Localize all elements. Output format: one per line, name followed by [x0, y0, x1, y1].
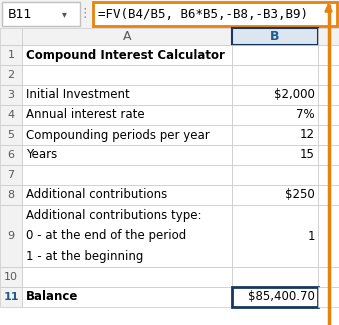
Text: Initial Investment: Initial Investment	[26, 88, 130, 101]
Text: =FV(B4/B5, B6*B5,-B8,-B3,B9): =FV(B4/B5, B6*B5,-B8,-B3,B9)	[98, 7, 308, 20]
Bar	[22, 185, 232, 205]
Bar	[22, 28, 232, 45]
Bar	[232, 28, 318, 45]
Bar	[0, 105, 22, 125]
Text: 9: 9	[7, 231, 15, 241]
Bar	[22, 287, 232, 307]
Bar	[0, 205, 22, 267]
Text: 1: 1	[7, 50, 15, 60]
Bar	[0, 45, 22, 65]
Bar	[22, 125, 232, 145]
Bar	[318, 145, 339, 165]
Bar	[22, 45, 232, 65]
Bar	[22, 105, 232, 125]
Bar	[232, 145, 318, 165]
Text: 11: 11	[3, 292, 19, 302]
Bar	[232, 185, 318, 205]
Bar	[318, 125, 339, 145]
Text: $250: $250	[285, 188, 315, 202]
Bar	[318, 105, 339, 125]
Bar	[232, 85, 318, 105]
Bar	[93, 2, 337, 26]
Text: B: B	[270, 30, 280, 43]
Bar	[0, 28, 22, 45]
Text: Annual interest rate: Annual interest rate	[26, 109, 145, 122]
Text: 3: 3	[7, 90, 15, 100]
Text: 10: 10	[4, 272, 18, 282]
Bar	[22, 65, 232, 85]
Text: 2: 2	[7, 70, 15, 80]
Bar	[232, 125, 318, 145]
Text: Additional contributions type:: Additional contributions type:	[26, 209, 201, 222]
Bar	[0, 185, 22, 205]
Bar	[0, 145, 22, 165]
Bar	[318, 287, 339, 307]
Text: ⋮: ⋮	[79, 7, 91, 20]
Bar	[22, 85, 232, 105]
Bar	[22, 165, 232, 185]
Bar	[232, 165, 318, 185]
Text: 1 - at the beginning: 1 - at the beginning	[26, 250, 143, 263]
Bar	[0, 0, 339, 28]
Bar	[0, 65, 22, 85]
Bar	[318, 165, 339, 185]
Bar	[0, 267, 22, 287]
Text: 7%: 7%	[296, 109, 315, 122]
Text: $85,400.70: $85,400.70	[248, 291, 315, 304]
Text: 7: 7	[7, 170, 15, 180]
Text: Additional contributions: Additional contributions	[26, 188, 167, 202]
Text: 6: 6	[7, 150, 15, 160]
Bar	[232, 267, 318, 287]
Text: Compound Interest Calculator: Compound Interest Calculator	[26, 48, 225, 61]
Text: $2,000: $2,000	[274, 88, 315, 101]
Bar	[232, 205, 318, 267]
Bar	[22, 267, 232, 287]
Text: Years: Years	[26, 149, 57, 162]
Text: 4: 4	[7, 110, 15, 120]
Text: 8: 8	[7, 190, 15, 200]
Bar	[232, 65, 318, 85]
Bar	[318, 205, 339, 267]
Text: Compounding periods per year: Compounding periods per year	[26, 128, 210, 141]
Text: A: A	[123, 30, 131, 43]
Bar	[318, 65, 339, 85]
Text: 15: 15	[300, 149, 315, 162]
Text: 0 - at the end of the period: 0 - at the end of the period	[26, 229, 186, 242]
Bar	[0, 125, 22, 145]
Bar	[318, 267, 339, 287]
Bar	[318, 45, 339, 65]
Bar	[318, 85, 339, 105]
Bar	[318, 28, 339, 45]
Text: 5: 5	[7, 130, 15, 140]
Bar	[0, 165, 22, 185]
Bar	[2, 2, 80, 26]
Bar	[232, 105, 318, 125]
Bar	[0, 85, 22, 105]
Text: Balance: Balance	[26, 291, 78, 304]
Text: B11: B11	[8, 7, 33, 20]
Text: 1: 1	[307, 229, 315, 242]
Bar	[232, 287, 318, 307]
Bar	[232, 45, 318, 65]
Text: ▾: ▾	[62, 9, 67, 19]
Bar	[22, 205, 232, 267]
Bar	[22, 145, 232, 165]
Bar	[0, 287, 22, 307]
Text: 12: 12	[300, 128, 315, 141]
Bar	[318, 185, 339, 205]
